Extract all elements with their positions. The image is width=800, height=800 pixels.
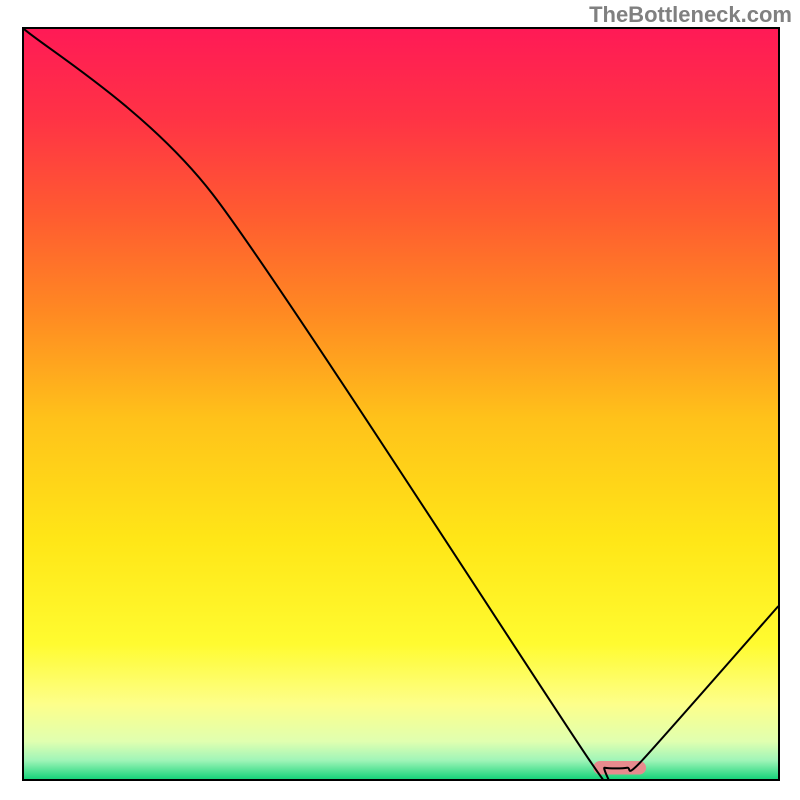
watermark-text: TheBottleneck.com (589, 2, 792, 28)
chart-background (24, 29, 778, 779)
bottleneck-chart (24, 29, 778, 779)
chart-container: TheBottleneck.com (0, 0, 800, 800)
